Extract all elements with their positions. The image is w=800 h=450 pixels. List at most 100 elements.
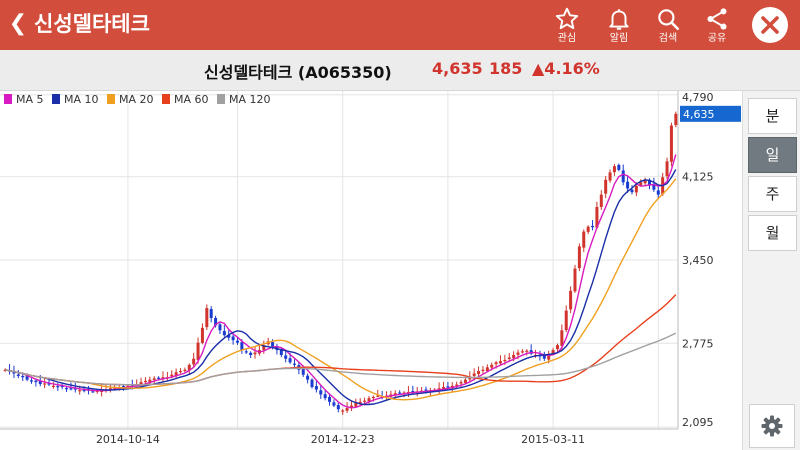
candle-body (639, 182, 643, 186)
candle-body (244, 351, 248, 353)
ma-line-5 (5, 154, 677, 409)
candle-body (82, 389, 86, 392)
candle-body (253, 352, 257, 355)
moving-average-lines (5, 154, 677, 409)
ma-line-120 (5, 332, 677, 386)
chart-legend: MA 5 MA 10 MA 20 MA 60 MA 120 (4, 93, 271, 106)
candle-body (205, 308, 209, 328)
candle-body (455, 384, 459, 386)
star-icon (555, 7, 579, 30)
candle-body (279, 348, 283, 355)
settings-button[interactable] (749, 404, 795, 448)
legend-swatch (162, 94, 170, 104)
candle-body (249, 352, 253, 355)
candle-body (652, 183, 656, 190)
candle-body (516, 352, 520, 355)
candle-body (485, 367, 489, 372)
top-bar: ❮ 신성델타테크 관심 알림 검색 공유 (0, 0, 800, 50)
candle-body (192, 358, 196, 365)
watchlist-label: 관심 (557, 33, 577, 44)
current-price-marker (680, 105, 741, 122)
period-button-day[interactable]: 일 (748, 137, 797, 173)
candle-body (187, 364, 191, 371)
candle-body (310, 379, 314, 388)
candle-body (113, 387, 117, 390)
candle-body (143, 380, 147, 383)
candle-body (292, 363, 296, 365)
candle-body (643, 179, 647, 184)
watchlist-button[interactable]: 관심 (547, 4, 587, 48)
candle-body (634, 185, 638, 193)
candle-body (332, 402, 336, 406)
candle-body (174, 372, 178, 376)
candlesticks (3, 111, 678, 415)
candle-body (555, 345, 559, 350)
candle-body (358, 401, 362, 404)
candle-body (108, 388, 112, 390)
candle-body (621, 170, 625, 183)
candle-body (157, 377, 161, 379)
candle-body (231, 336, 235, 341)
candle-body (354, 403, 358, 407)
legend-swatch (4, 94, 12, 104)
candle-body (65, 388, 69, 390)
candle-body (345, 408, 349, 411)
period-button-week[interactable]: 주 (748, 176, 797, 212)
period-button-month[interactable]: 월 (748, 215, 797, 251)
price-axis: 4,790 4,125 3,450 2,775 2,095 4,635 (680, 91, 741, 429)
y-tick-label: 2,775 (682, 337, 714, 350)
share-button[interactable]: 공유 (697, 4, 737, 48)
candle-body (139, 382, 143, 386)
legend-label: MA 20 (119, 93, 154, 106)
candle-body (60, 385, 64, 388)
candle-body (656, 190, 660, 195)
candle-body (262, 345, 266, 351)
period-panel: 분 일 주 월 (742, 91, 800, 450)
candle-body (547, 353, 551, 360)
chart-background (0, 91, 742, 450)
candle-body (525, 350, 529, 352)
legend-swatch (217, 94, 225, 104)
candle-body (551, 350, 555, 354)
legend-label: MA 120 (229, 93, 271, 106)
chevron-left-icon: ❮ (8, 11, 28, 36)
candle-body (314, 386, 318, 390)
close-button[interactable] (752, 7, 788, 43)
alert-button[interactable]: 알림 (599, 4, 639, 48)
period-button-minute[interactable]: 분 (748, 98, 797, 134)
chart-grid (0, 91, 679, 430)
y-tick-label: 4,790 (682, 91, 714, 104)
price-chart[interactable]: MA 5 MA 10 MA 20 MA 60 MA 120 4,790 4,125 3,45… (0, 91, 742, 450)
candle-body (591, 225, 595, 228)
candle-body (367, 398, 371, 402)
candle-body (371, 396, 375, 399)
candle-body (196, 342, 200, 360)
search-button[interactable]: 검색 (648, 4, 688, 48)
candle-body (227, 335, 231, 338)
candle-body (200, 327, 204, 343)
candle-body (214, 317, 218, 326)
candle-body (442, 387, 446, 389)
legend-label: MA 60 (174, 93, 209, 106)
stock-info-bar: 신성델타테크 (A065350) 4,635 185 ▲4.16% (0, 50, 800, 91)
candle-body (306, 375, 310, 380)
candle-body (630, 189, 634, 193)
app-title: 신성델타테크 (34, 12, 150, 36)
candle-body (582, 231, 586, 248)
candle-body (209, 309, 213, 318)
legend-swatch (52, 94, 60, 104)
candle-body (393, 393, 397, 395)
candle-body (573, 268, 577, 292)
back-button[interactable]: ❮ (8, 10, 28, 38)
candle-body (376, 395, 380, 397)
candle-body (564, 310, 568, 331)
candle-body (43, 383, 47, 385)
candle-body (152, 378, 156, 380)
candle-body (569, 290, 573, 310)
candle-body (34, 380, 38, 383)
candle-body (472, 373, 476, 376)
candle-body (604, 179, 608, 194)
candle-body (520, 351, 524, 353)
current-price-label: 4,635 (683, 108, 715, 121)
candle-body (319, 390, 323, 395)
